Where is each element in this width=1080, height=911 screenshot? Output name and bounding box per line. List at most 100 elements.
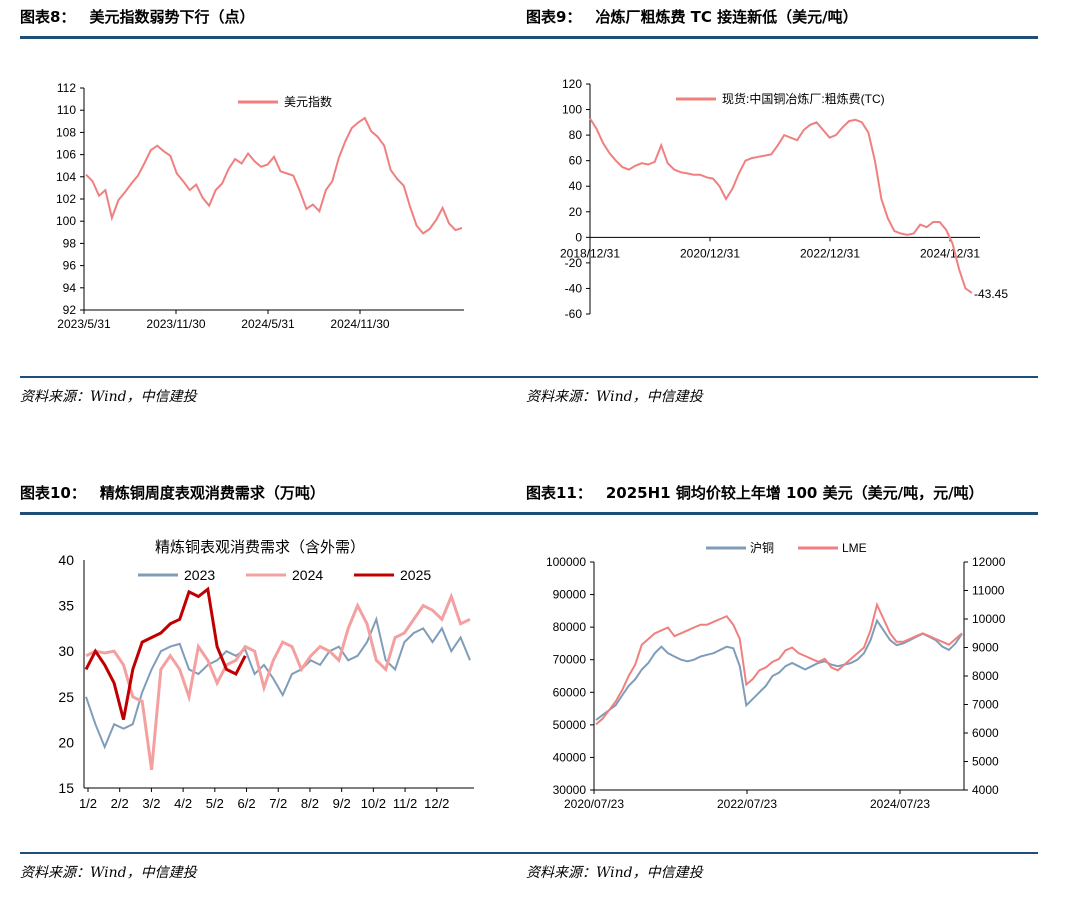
panel-title: 图表8： 美元指数弱势下行（点）	[20, 6, 254, 27]
x-tick-label: 2024/11/30	[330, 317, 389, 331]
series-2024-line	[85, 592, 471, 771]
x-tick-label: 9/2	[333, 796, 351, 811]
x-tick-label: 2022/07/23	[717, 797, 777, 811]
legend-label: LME	[842, 541, 867, 555]
y-right-tick-label: 4000	[972, 783, 999, 797]
figure-number: 图表8：	[20, 8, 76, 26]
x-tick-label: 1/2	[79, 796, 97, 811]
tc-fee-chart: 120 100 80 60 40 20 0 -20 -40 -60 2018/12/31 2020/1…	[560, 77, 1008, 321]
y-right-tick-label: 8000	[972, 669, 999, 683]
figure-number: 图表11：	[526, 484, 592, 502]
y-tick-label: 35	[58, 598, 74, 614]
y-tick-label: 120	[562, 77, 582, 91]
lme-copper-line	[595, 601, 963, 726]
y-right-tick-label: 7000	[972, 698, 999, 712]
y-right-tick-label: 10000	[972, 612, 1006, 626]
y-tick-label: 20	[58, 734, 74, 750]
y-left-tick-label: 80000	[553, 620, 587, 634]
y-right-tick-label: 12000	[972, 555, 1006, 569]
y-tick-label: 110	[57, 103, 76, 117]
copper-demand-chart: 40 35 30 25 20 15 1/2 2/2 3/2 4/2 5/2 6/2 7/2 8/2 9/2 1…	[58, 539, 474, 811]
x-tick-label: 6/2	[237, 796, 255, 811]
title-rule	[20, 512, 532, 515]
x-tick-label: 12/2	[424, 796, 449, 811]
legend-label: 2025	[400, 567, 431, 583]
x-tick-label: 2023/5/31	[57, 317, 111, 331]
chart-inner-title: 精炼铜表观消费需求（含外需）	[155, 539, 365, 556]
y-tick-label: 92	[63, 303, 77, 317]
y-tick-label: 96	[63, 259, 77, 273]
end-value-label: -43.45	[974, 287, 1008, 301]
panel-title: 图表10： 精炼铜周度表观消费需求（万吨）	[20, 482, 325, 503]
series-2023-line	[85, 615, 471, 750]
y-tick-label: 40	[58, 552, 74, 568]
y-tick-label: 20	[569, 205, 583, 219]
y-tick-label: 25	[58, 689, 74, 705]
x-tick-label: 8/2	[301, 796, 319, 811]
figure-title: 冶炼厂粗炼费 TC 接连新低（美元/吨）	[595, 8, 858, 26]
y-tick-label: -40	[565, 281, 583, 295]
legend-label: 沪铜	[750, 540, 774, 555]
figure-title: 美元指数弱势下行（点）	[89, 8, 255, 26]
panel-title: 图表11： 2025H1 铜均价较上年增 100 美元（美元/吨，元/吨）	[526, 482, 984, 503]
x-tick-label: 2022/12/31	[800, 246, 860, 260]
tc-fee-line	[589, 117, 973, 294]
y-left-tick-label: 60000	[553, 685, 587, 699]
x-tick-label: 10/2	[361, 796, 386, 811]
y-tick-label: -20	[565, 256, 583, 270]
y-tick-label: 108	[56, 125, 76, 139]
source-note: 资料来源：Wind，中信建投	[526, 865, 703, 881]
y-tick-label: -60	[565, 307, 583, 321]
figure-title: 2025H1 铜均价较上年增 100 美元（美元/吨，元/吨）	[605, 484, 984, 502]
figure-number: 图表9：	[526, 8, 582, 26]
y-tick-label: 104	[56, 170, 76, 184]
y-tick-label: 30	[58, 643, 74, 659]
title-rule	[526, 512, 1038, 515]
x-tick-label: 2024/07/23	[870, 797, 930, 811]
y-tick-label: 0	[575, 230, 582, 244]
x-tick-label: 5/2	[206, 796, 224, 811]
x-tick-label: 4/2	[174, 796, 192, 811]
y-left-tick-label: 90000	[553, 588, 587, 602]
source-rule	[20, 852, 532, 854]
y-tick-label: 112	[57, 81, 76, 95]
figure-number: 图表10：	[20, 484, 86, 502]
y-tick-label: 40	[569, 179, 583, 193]
figure-title: 精炼铜周度表观消费需求（万吨）	[99, 484, 325, 502]
y-left-tick-label: 40000	[553, 750, 587, 764]
y-right-tick-label: 5000	[972, 755, 999, 769]
x-tick-label: 2024/5/31	[241, 317, 295, 331]
y-tick-label: 98	[63, 236, 77, 250]
y-left-tick-label: 70000	[553, 653, 587, 667]
y-tick-label: 15	[58, 780, 74, 796]
y-left-tick-label: 30000	[553, 783, 587, 797]
y-tick-label: 106	[56, 148, 76, 162]
y-tick-label: 60	[569, 154, 583, 168]
source-rule	[526, 852, 1038, 854]
y-right-tick-label: 11000	[972, 584, 1005, 598]
source-note: 资料来源：Wind，中信建投	[20, 389, 197, 405]
legend-label: 2024	[292, 567, 323, 583]
y-tick-label: 94	[63, 281, 77, 295]
x-tick-label: 2020/12/31	[680, 246, 740, 260]
shfe-copper-line	[595, 618, 963, 721]
legend-label: 现货:中国铜冶炼厂:粗炼费(TC)	[722, 91, 885, 106]
y-tick-label: 102	[56, 192, 76, 206]
legend-label: 美元指数	[284, 94, 332, 109]
source-note: 资料来源：Wind，中信建投	[526, 389, 703, 405]
panel-title: 图表9： 冶炼厂粗炼费 TC 接连新低（美元/吨）	[526, 6, 858, 27]
x-tick-label: 2024/12/31	[920, 246, 980, 260]
legend-label: 2023	[184, 567, 215, 583]
x-tick-label: 2/2	[111, 796, 129, 811]
title-rule	[20, 36, 532, 39]
x-tick-label: 2023/11/30	[146, 317, 205, 331]
y-left-tick-label: 50000	[553, 718, 587, 732]
copper-price-chart: 100000 90000 80000 70000 60000 50000 40000 3000…	[546, 540, 1006, 811]
title-rule	[526, 36, 1038, 39]
source-rule	[526, 376, 1038, 378]
x-tick-label: 2018/12/31	[560, 246, 620, 260]
x-tick-label: 7/2	[269, 796, 287, 811]
y-right-tick-label: 9000	[972, 641, 999, 655]
x-tick-label: 2020/07/23	[564, 797, 624, 811]
